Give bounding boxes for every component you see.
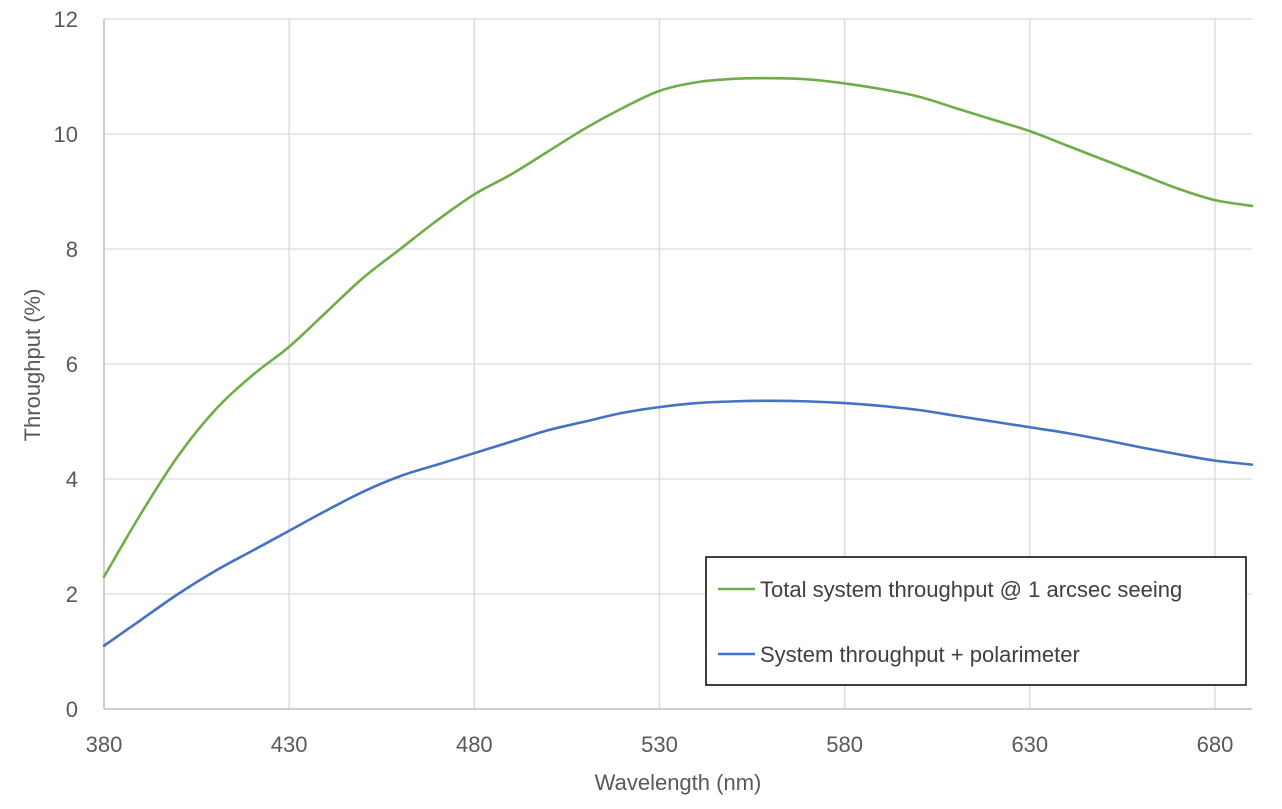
- x-tick-label-380: 380: [86, 732, 123, 757]
- legend-label-polarimeter: System throughput + polarimeter: [760, 642, 1080, 667]
- x-tick-label-480: 480: [456, 732, 493, 757]
- x-tick-label-530: 530: [641, 732, 678, 757]
- y-tick-label-10: 10: [54, 122, 78, 147]
- x-tick-label-630: 630: [1011, 732, 1048, 757]
- y-tick-label-8: 8: [66, 237, 78, 262]
- y-tick-label-6: 6: [66, 352, 78, 377]
- y-axis-title: Throughput (%): [20, 289, 45, 442]
- legend-box: [705, 556, 1247, 686]
- x-tick-label-680: 680: [1197, 732, 1234, 757]
- legend-label-total: Total system throughput @ 1 arcsec seein…: [760, 577, 1182, 602]
- y-tick-label-12: 12: [54, 7, 78, 32]
- tick-labels: 0 2 4 6 8 10 12 380 430 480 530 580 630 680: [54, 7, 1234, 757]
- x-tick-label-580: 580: [826, 732, 863, 757]
- y-tick-label-0: 0: [66, 697, 78, 722]
- y-tick-label-4: 4: [66, 467, 78, 492]
- legend: Total system throughput @ 1 arcsec seein…: [705, 556, 1247, 686]
- series-line-1: [102, 399, 1254, 648]
- x-tick-label-430: 430: [271, 732, 308, 757]
- series-lines: [102, 76, 1254, 648]
- axes: [103, 19, 1252, 710]
- x-axis-title: Wavelength (nm): [595, 770, 762, 795]
- y-tick-label-2: 2: [66, 582, 78, 607]
- series-line-0: [102, 76, 1254, 579]
